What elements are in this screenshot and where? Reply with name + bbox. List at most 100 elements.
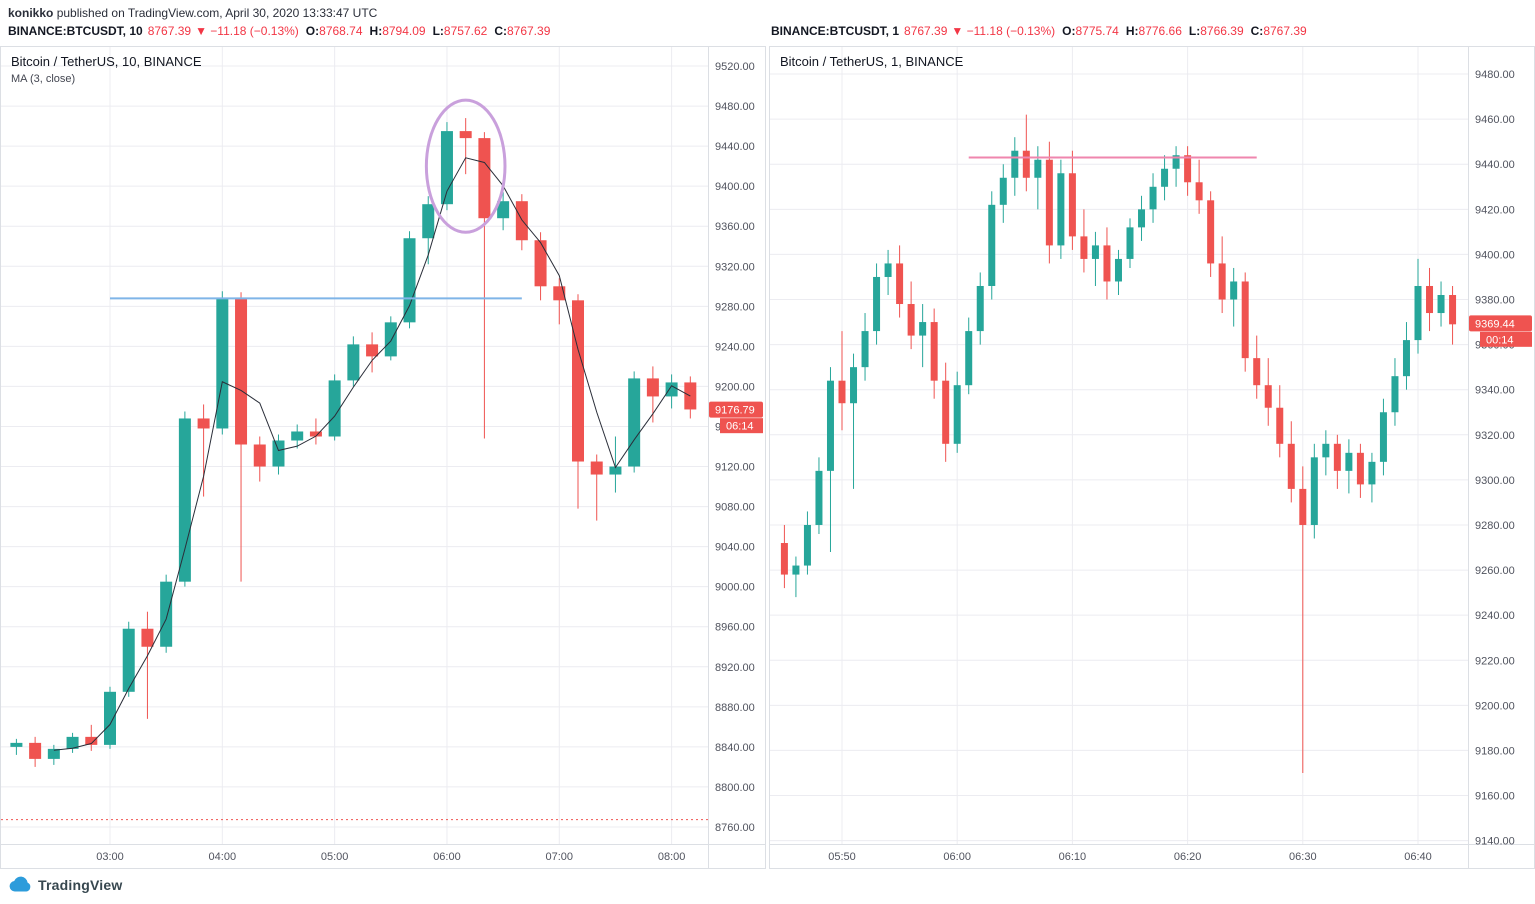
candle-body bbox=[1310, 457, 1318, 525]
price-tick-label[interactable]: 9260.00 bbox=[1475, 565, 1515, 577]
price-tick-label[interactable]: 9460.00 bbox=[1475, 114, 1515, 126]
candle-body bbox=[838, 380, 846, 404]
price-tick-label[interactable]: 9340.00 bbox=[1475, 385, 1515, 397]
candle-body bbox=[272, 440, 285, 467]
price-tick-label[interactable]: 8880.00 bbox=[715, 702, 755, 714]
price-tick-label[interactable]: 9120.00 bbox=[715, 462, 755, 474]
time-tick-label[interactable]: 03:00 bbox=[96, 851, 124, 863]
low-label-right: L: bbox=[1188, 24, 1201, 38]
candle-body bbox=[291, 431, 304, 441]
brand-wordmark: TradingView bbox=[38, 876, 123, 893]
price-tick-label[interactable]: 9040.00 bbox=[715, 542, 755, 554]
close-value-right: 8767.39 bbox=[1263, 24, 1307, 38]
candlestick-chart-10min[interactable]: 9520.00 9480.00 9440.00 9400.00 9360.00 9320.… bbox=[1, 47, 765, 868]
price-tick-label[interactable]: 9320.00 bbox=[1475, 430, 1515, 442]
candle-body bbox=[309, 431, 322, 437]
time-tick-label[interactable]: 07:00 bbox=[546, 851, 574, 863]
price-tick-label[interactable]: 9440.00 bbox=[1475, 159, 1515, 171]
chart-pane-left: 9520.00 9480.00 9440.00 9400.00 9360.00 9320.… bbox=[0, 46, 766, 869]
candle-body bbox=[1080, 236, 1088, 259]
time-tick-label[interactable]: 05:50 bbox=[828, 851, 856, 863]
candle-body bbox=[1184, 155, 1192, 183]
time-tick-label[interactable]: 04:00 bbox=[209, 851, 237, 863]
time-tick-label[interactable]: 06:00 bbox=[943, 851, 971, 863]
candle-body bbox=[1437, 295, 1445, 314]
price-tick-label[interactable]: 9280.00 bbox=[1475, 520, 1515, 532]
price-tick-label[interactable]: 9360.00 bbox=[715, 221, 755, 233]
price-tick-label[interactable]: 9480.00 bbox=[1475, 69, 1515, 81]
high-value-left: 8794.09 bbox=[382, 24, 426, 38]
candle-body bbox=[160, 581, 173, 647]
candle-body bbox=[1195, 182, 1203, 201]
candle-body bbox=[1287, 443, 1295, 489]
price-tick-label[interactable]: 9080.00 bbox=[715, 502, 755, 514]
price-tick-label[interactable]: 8760.00 bbox=[715, 822, 755, 834]
candle-body bbox=[792, 565, 800, 575]
candle-body bbox=[1253, 358, 1261, 386]
low-value-left: 8757.62 bbox=[443, 24, 488, 38]
candle-body bbox=[780, 543, 788, 575]
time-tick-label[interactable]: 06:30 bbox=[1289, 851, 1317, 863]
candle-body bbox=[1333, 443, 1341, 471]
price-tick-label[interactable]: 8920.00 bbox=[715, 662, 755, 674]
price-tick-label[interactable]: 9240.00 bbox=[1475, 610, 1515, 622]
candle-body bbox=[459, 131, 472, 139]
symbol-label-right[interactable]: BINANCE:BTCUSDT, 1 bbox=[771, 24, 900, 38]
time-tick-label[interactable]: 06:00 bbox=[433, 851, 461, 863]
time-tick-label[interactable]: 06:10 bbox=[1059, 851, 1087, 863]
candle-body bbox=[930, 322, 938, 381]
price-tick-label[interactable]: 9440.00 bbox=[715, 141, 755, 153]
candle-body bbox=[1218, 263, 1226, 300]
candle-body bbox=[803, 524, 811, 566]
price-change-left: ▼ −11.18 (−0.13%) bbox=[195, 24, 299, 38]
candle-body bbox=[1161, 168, 1169, 187]
price-tick-label[interactable]: 9320.00 bbox=[715, 261, 755, 273]
price-tick-label[interactable]: 9300.00 bbox=[1475, 475, 1515, 487]
time-tick-label[interactable]: 06:20 bbox=[1174, 851, 1202, 863]
price-tick-label[interactable]: 9200.00 bbox=[1475, 700, 1515, 712]
price-tick-label[interactable]: 9520.00 bbox=[715, 61, 755, 73]
price-tick-label[interactable]: 8960.00 bbox=[715, 622, 755, 634]
price-tick-label[interactable]: 9200.00 bbox=[715, 381, 755, 393]
time-tick-label[interactable]: 06:40 bbox=[1404, 851, 1432, 863]
price-tick-label[interactable]: 8800.00 bbox=[715, 782, 755, 794]
price-tick-label[interactable]: 9140.00 bbox=[1475, 836, 1515, 848]
symbol-label-left[interactable]: BINANCE:BTCUSDT, 10 bbox=[8, 24, 143, 38]
candle-body bbox=[826, 380, 834, 471]
candle-body bbox=[1114, 258, 1122, 282]
price-tick-label[interactable]: 9380.00 bbox=[1475, 295, 1515, 307]
candle-body bbox=[1276, 407, 1284, 444]
candle-body bbox=[328, 380, 341, 437]
close-label-right: C: bbox=[1250, 24, 1264, 38]
time-tick-label[interactable]: 05:00 bbox=[321, 851, 349, 863]
candle-body bbox=[403, 238, 416, 323]
candle-body bbox=[942, 380, 950, 444]
tradingview-logo[interactable]: TradingView bbox=[8, 876, 122, 893]
chart-pane-right: 9480.00 9460.00 9440.00 9420.00 9400.00 9380.… bbox=[769, 46, 1535, 869]
candle-body bbox=[253, 444, 266, 467]
price-tick-label[interactable]: 9400.00 bbox=[1475, 249, 1515, 261]
price-tick-label[interactable]: 9280.00 bbox=[715, 301, 755, 313]
candle-body bbox=[953, 385, 961, 444]
price-tick-label[interactable]: 9160.00 bbox=[1475, 791, 1515, 803]
ellipse-drawing[interactable] bbox=[424, 98, 507, 234]
price-tick-label[interactable]: 8840.00 bbox=[715, 742, 755, 754]
price-tick-label[interactable]: 9180.00 bbox=[1475, 745, 1515, 757]
open-value-left: 8768.74 bbox=[319, 24, 363, 38]
price-tick-label[interactable]: 9480.00 bbox=[715, 101, 755, 113]
last-price-badge bbox=[1469, 315, 1532, 332]
candle-body bbox=[873, 276, 881, 332]
candle-body bbox=[10, 742, 23, 747]
open-value-right: 8775.74 bbox=[1075, 24, 1119, 38]
price-tick-label[interactable]: 9220.00 bbox=[1475, 655, 1515, 667]
candle-body bbox=[999, 177, 1007, 205]
candle-body bbox=[1057, 173, 1065, 246]
candlestick-chart-1min[interactable]: 9480.00 9460.00 9440.00 9420.00 9400.00 9380.… bbox=[770, 47, 1534, 868]
price-tick-label[interactable]: 9240.00 bbox=[715, 341, 755, 353]
candle-body bbox=[1034, 159, 1042, 178]
time-tick-label[interactable]: 08:00 bbox=[658, 851, 686, 863]
candle-body bbox=[29, 742, 42, 759]
price-tick-label[interactable]: 9420.00 bbox=[1475, 204, 1515, 216]
price-tick-label[interactable]: 9000.00 bbox=[715, 582, 755, 594]
price-tick-label[interactable]: 9400.00 bbox=[715, 181, 755, 193]
